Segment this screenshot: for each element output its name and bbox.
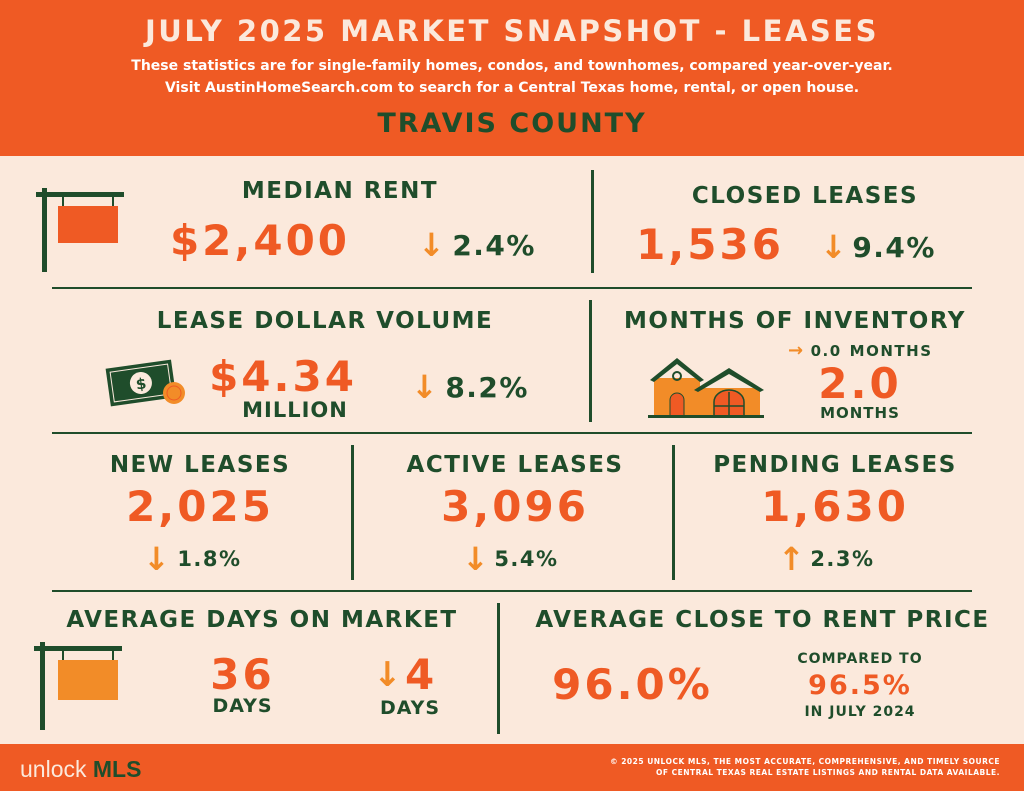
close-to-rent-value: 96.0% (552, 660, 713, 709)
arrow-down-icon: ↓ (373, 654, 403, 695)
subtitle-line-1: These statistics are for single-family h… (131, 58, 893, 74)
arrow-down-icon: ↓ (411, 368, 440, 406)
copyright-line-1: © 2025 UNLOCK MLS, THE MOST ACCURATE, CO… (610, 757, 1000, 766)
avg-days-change-unit: DAYS (379, 697, 441, 719)
arrow-down-icon: ↓ (462, 540, 491, 578)
median-rent-change: ↓ 2.4% (418, 226, 536, 264)
divider-col-2 (589, 300, 592, 422)
pending-leases-value: 1,630 (761, 482, 909, 531)
unlock-mls-logo: unlock MLS (20, 756, 141, 783)
money-icon: $ (105, 359, 185, 407)
copyright-line-2: OF CENTRAL TEXAS REAL ESTATE LISTINGS AN… (656, 768, 1000, 777)
months-inventory-change-value: 0.0 (810, 341, 842, 360)
avg-days-change: ↓ 4 (373, 650, 436, 699)
active-leases-value: 3,096 (441, 482, 589, 531)
median-rent-change-value: 2.4% (452, 228, 536, 262)
pending-leases-change-value: 2.3% (810, 547, 875, 571)
header-banner: JULY 2025 MARKET SNAPSHOT - LEASES These… (0, 0, 1024, 156)
close-to-rent-label: AVERAGE CLOSE TO RENT PRICE (535, 607, 990, 633)
avg-days-label: AVERAGE DAYS ON MARKET (66, 607, 458, 633)
avg-days-value: 36 (210, 650, 275, 699)
arrow-up-icon: ↑ (778, 540, 807, 578)
divider-row-3 (52, 590, 972, 592)
new-leases-change-value: 1.8% (177, 547, 242, 571)
months-inventory-label: MONTHS OF INVENTORY (624, 308, 966, 334)
arrow-down-icon: ↓ (143, 540, 172, 578)
divider-row-1 (52, 287, 972, 289)
closed-leases-change-value: 9.4% (852, 230, 936, 264)
closed-leases-change: ↓ 9.4% (820, 228, 936, 266)
months-inventory-change: → 0.0 MONTHS (788, 340, 933, 361)
arrow-right-icon: → (788, 340, 805, 361)
compared-period: IN JULY 2024 (804, 704, 916, 720)
lease-volume-change: ↓ 8.2% (411, 368, 529, 406)
pending-leases-label: PENDING LEASES (713, 452, 957, 478)
active-leases-label: ACTIVE LEASES (406, 452, 624, 478)
median-rent-label: MEDIAN RENT (241, 178, 439, 204)
new-leases-change: ↓ 1.8% (143, 540, 242, 578)
divider-row-2 (52, 432, 972, 434)
county-title: TRAVIS COUNTY (377, 108, 647, 139)
logo-text-bold: MLS (92, 756, 142, 782)
closed-leases-label: CLOSED LEASES (691, 183, 919, 209)
avg-days-change-value: 4 (405, 650, 436, 699)
closed-leases-value: 1,536 (636, 220, 784, 269)
new-leases-label: NEW LEASES (109, 452, 291, 478)
divider-col-5 (497, 603, 500, 734)
lease-volume-value: $4.34 (209, 352, 357, 401)
new-leases-value: 2,025 (126, 482, 274, 531)
rental-sign-icon (36, 188, 124, 272)
months-inventory-unit: MONTHS (820, 404, 900, 422)
lease-volume-label: LEASE DOLLAR VOLUME (156, 308, 494, 334)
arrow-down-icon: ↓ (820, 228, 849, 266)
lease-volume-unit: MILLION (242, 398, 348, 422)
svg-text:$: $ (135, 374, 148, 393)
copyright-text: © 2025 UNLOCK MLS, THE MOST ACCURATE, CO… (610, 756, 1000, 778)
compared-value: 96.5% (808, 670, 912, 701)
divider-col-3 (351, 445, 354, 580)
months-inventory-change-unit: MONTHS (849, 341, 933, 360)
house-icon (648, 358, 764, 418)
avg-days-unit: DAYS (212, 695, 273, 717)
rental-sign-icon (34, 642, 122, 730)
subtitle-line-2: Visit AustinHomeSearch.com to search for… (164, 80, 860, 96)
active-leases-change-value: 5.4% (494, 547, 559, 571)
compared-to-label: COMPARED TO (797, 651, 923, 667)
pending-leases-change: ↑ 2.3% (778, 540, 875, 578)
divider-col-1 (591, 170, 594, 273)
arrow-down-icon: ↓ (418, 226, 447, 264)
divider-col-4 (672, 445, 675, 580)
logo-text-light: unlock (20, 756, 87, 782)
active-leases-change: ↓ 5.4% (462, 540, 559, 578)
months-inventory-value: 2.0 (818, 359, 902, 408)
lease-volume-change-value: 8.2% (445, 370, 529, 404)
median-rent-value: $2,400 (169, 216, 351, 265)
page-title: JULY 2025 MARKET SNAPSHOT - LEASES (145, 14, 879, 48)
footer-bar: unlock MLS © 2025 UNLOCK MLS, THE MOST A… (0, 744, 1024, 791)
